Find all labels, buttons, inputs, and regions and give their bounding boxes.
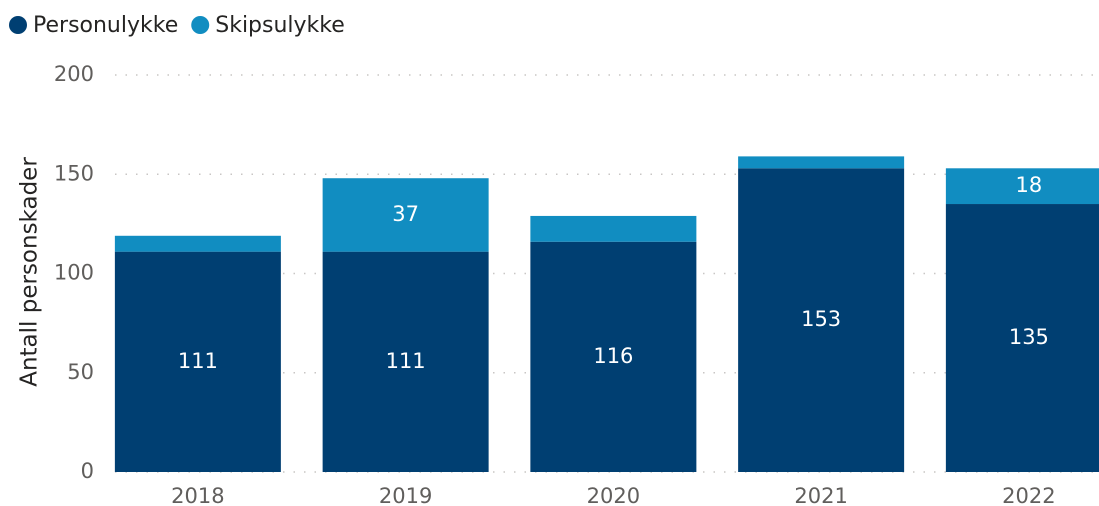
x-tick-label: 2020 [587,484,640,506]
legend-marker [9,16,27,34]
data-label: 153 [801,307,841,331]
y-axis-title: Antall personskader [17,157,43,387]
bar-segment [530,241,697,472]
y-tick-label: 200 [54,62,94,86]
data-label: 111 [178,349,218,373]
legend-label: Skipsulykke [215,13,345,38]
data-label: 18 [1016,173,1043,197]
y-tick-label: 150 [54,161,94,185]
bar-segment [738,156,905,169]
x-tick-label: 2022 [1002,484,1055,506]
bar-segment [530,215,697,242]
bar-segment [322,178,489,252]
legend-label: Personulykke [33,13,178,38]
bar-segment [114,235,281,252]
x-tick-label: 2018 [171,484,224,506]
x-tick-label: 2019 [379,484,432,506]
bar-segment [945,168,1099,205]
data-label: 111 [386,349,426,373]
bar-segment [738,168,905,473]
data-label: 116 [593,344,633,368]
x-tick-label: 2021 [794,484,847,506]
data-label: 135 [1009,325,1049,349]
bar-segment [945,204,1099,472]
y-tick-label: 100 [54,261,94,285]
legend-marker [191,16,210,34]
y-tick-label: 50 [67,360,94,384]
bar-segment [114,251,281,472]
data-label: 37 [392,202,419,226]
y-tick-label: 0 [81,459,94,483]
bar-segment [322,251,489,472]
